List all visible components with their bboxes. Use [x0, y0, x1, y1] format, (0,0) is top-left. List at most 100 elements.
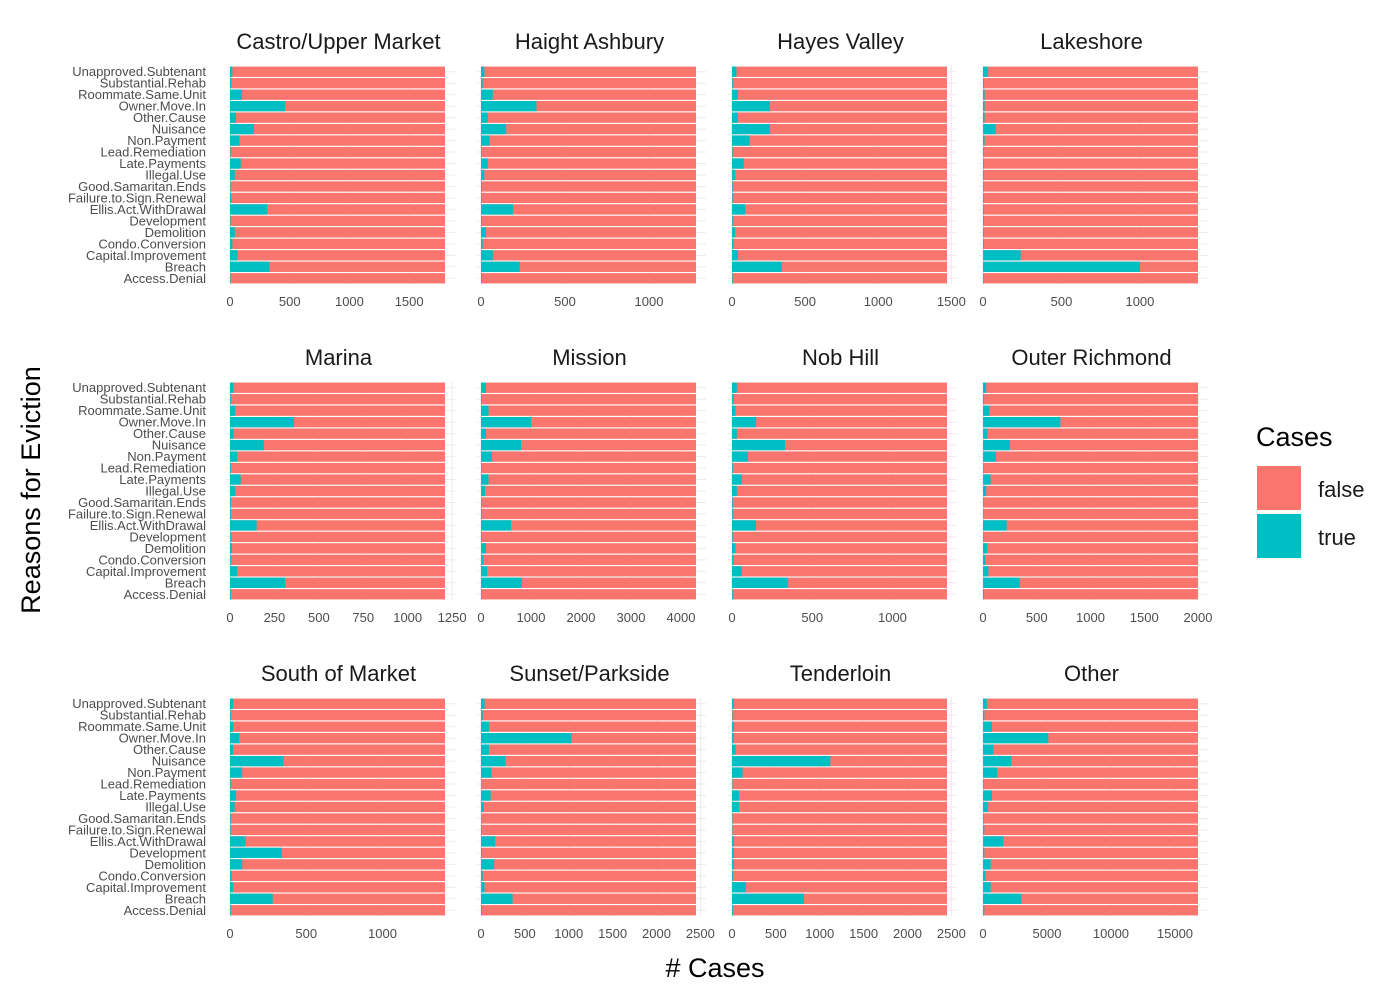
bar-false: [732, 589, 947, 600]
panel-title: Tenderloin: [790, 661, 892, 686]
category-label: Late.Payments: [119, 788, 206, 803]
category-label: Ellis.Act.WithDrawal: [90, 834, 206, 849]
bar-false: [983, 204, 1198, 215]
tick-label: 4000: [667, 610, 696, 625]
tick-label: 1000: [878, 610, 907, 625]
bar-true: [732, 146, 733, 158]
tick-label: 500: [295, 926, 317, 941]
bar-true: [983, 485, 987, 497]
bar-true: [230, 732, 240, 744]
category-label: Development: [129, 845, 206, 860]
bar-false: [481, 169, 696, 181]
bar-true: [983, 554, 986, 566]
bar-true: [732, 577, 789, 588]
bar-false: [481, 158, 696, 169]
category-label: Condo.Conversion: [98, 868, 206, 883]
tick-label: 2000: [567, 610, 596, 625]
bar-true: [481, 531, 482, 543]
bar-true: [983, 204, 984, 215]
bar-false: [732, 531, 947, 543]
bar-false: [732, 870, 947, 882]
bar-true: [732, 462, 733, 474]
bar-true: [983, 451, 996, 462]
tick-label: 1000: [805, 926, 834, 941]
bar-true: [481, 78, 483, 89]
bar-false: [481, 508, 696, 520]
bar-true: [732, 767, 743, 778]
bar-true: [732, 744, 736, 755]
bar-true: [732, 100, 771, 112]
panel-south-of-market: South of Market Unapproved.SubtenantSubst…: [68, 661, 455, 941]
tick-label: 2000: [642, 926, 671, 941]
bar-false: [481, 721, 696, 732]
bar-false: [983, 554, 1198, 566]
bar-false: [983, 813, 1198, 824]
bar-true: [732, 520, 757, 531]
category-label: Capital.Improvement: [86, 248, 206, 263]
category-label: Lead.Remediation: [100, 777, 206, 792]
bar-false: [732, 836, 947, 847]
panel-mission: Mission 0 1000 2000 3000 4000: [477, 345, 706, 625]
bar-false: [481, 462, 696, 474]
panel-title: Haight Ashbury: [515, 29, 664, 54]
bar-true: [230, 767, 243, 778]
tick-label: 1000: [554, 926, 583, 941]
bar-true: [732, 123, 771, 135]
bar-true: [481, 474, 489, 485]
bar-true: [732, 755, 831, 767]
bar-false: [481, 146, 696, 158]
bar-false: [481, 790, 696, 801]
panel-title: Marina: [305, 345, 373, 370]
bar-true: [230, 204, 268, 215]
bar-true: [230, 215, 231, 227]
tick-label: 250: [264, 610, 286, 625]
bar-true: [230, 181, 231, 192]
bar-false: [732, 801, 947, 813]
bar-true: [732, 836, 734, 847]
bar-false: [732, 135, 947, 146]
tick-label: 5000: [1033, 926, 1062, 941]
bar-false: [983, 721, 1198, 732]
bar-false: [983, 112, 1198, 123]
bar-false: [230, 508, 445, 520]
bar-false: [732, 721, 947, 732]
bar-false: [983, 905, 1198, 916]
category-label: Other.Cause: [133, 426, 206, 441]
bar-true: [481, 824, 482, 836]
bar-true: [481, 112, 488, 123]
bar-true: [481, 577, 522, 588]
bar-false: [230, 439, 445, 451]
bar-false: [983, 416, 1198, 428]
bar-false: [230, 577, 445, 588]
bar-true: [481, 204, 513, 215]
bar-true: [732, 698, 734, 709]
bar-false: [481, 382, 696, 393]
bar-true: [732, 382, 737, 393]
bar-false: [983, 100, 1198, 112]
bar-true: [230, 416, 294, 428]
bar-false: [230, 543, 445, 554]
bar-false: [983, 732, 1198, 744]
bar-true: [983, 698, 987, 709]
bar-true: [481, 158, 488, 169]
bar-false: [230, 497, 445, 508]
bar-false: [983, 577, 1198, 588]
bar-true: [481, 790, 491, 801]
category-label: Owner.Move.In: [119, 731, 206, 746]
bar-false: [230, 721, 445, 732]
bar-false: [230, 905, 445, 916]
bar-true: [732, 451, 749, 462]
bar-false: [983, 755, 1198, 767]
bar-false: [983, 824, 1198, 836]
bar-false: [230, 181, 445, 192]
bar-false: [732, 238, 947, 250]
bar-true: [481, 893, 513, 904]
bar-true: [983, 882, 991, 893]
tick-label: 500: [279, 294, 301, 309]
bar-true: [983, 146, 984, 158]
bar-false: [983, 135, 1198, 146]
bar-false: [481, 238, 696, 250]
bar-true: [983, 744, 994, 755]
bar-true: [983, 405, 990, 416]
tick-label: 1500: [1130, 610, 1159, 625]
